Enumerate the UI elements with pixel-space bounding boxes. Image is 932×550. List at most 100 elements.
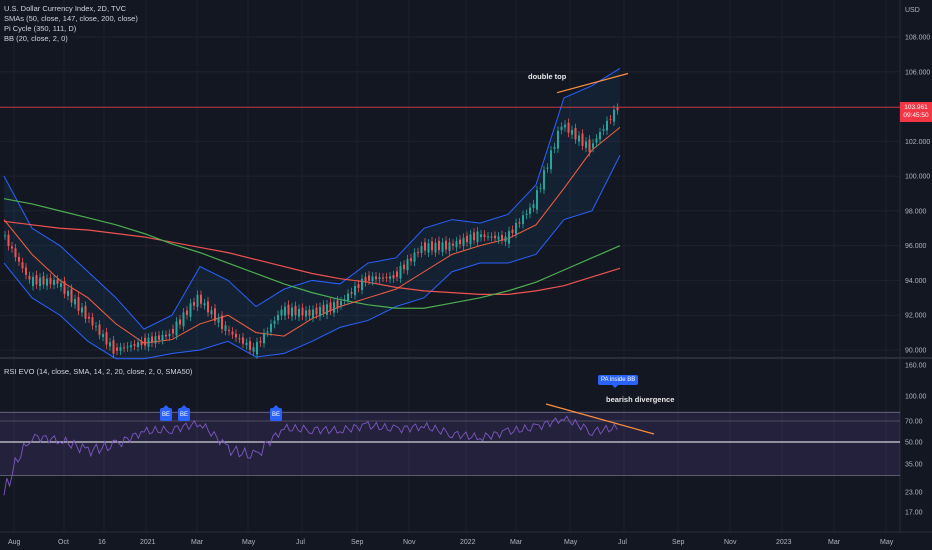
candle-body bbox=[21, 262, 24, 269]
be-badge[interactable]: BE bbox=[178, 405, 190, 421]
candle-body bbox=[539, 187, 542, 189]
be-badge[interactable]: BE bbox=[270, 405, 282, 421]
candle-body bbox=[364, 276, 367, 283]
candle-body bbox=[448, 242, 451, 251]
candle-body bbox=[574, 128, 577, 140]
candle-body bbox=[154, 336, 157, 344]
candle-body bbox=[168, 333, 171, 337]
price-axis-tick-label: 92.000 bbox=[905, 313, 927, 320]
price-axis-tick-label: 102.000 bbox=[905, 139, 930, 146]
bb-legend[interactable]: BB (20, close, 2, 0) bbox=[4, 34, 68, 43]
candle-body bbox=[431, 241, 433, 251]
candle-body bbox=[392, 275, 395, 279]
candle-body bbox=[378, 277, 381, 280]
time-axis-tick-label: 2021 bbox=[140, 539, 156, 546]
candle-body bbox=[126, 346, 129, 348]
double-top-trendline bbox=[556, 72, 629, 94]
candle-body bbox=[266, 331, 269, 333]
candle-body bbox=[137, 342, 139, 348]
candle-body bbox=[4, 235, 6, 237]
candle-body bbox=[427, 243, 430, 253]
currency-label: USD bbox=[905, 7, 920, 14]
candle-body bbox=[158, 335, 160, 340]
symbol-title[interactable]: U.S. Dollar Currency Index, 2D, TVC bbox=[4, 4, 126, 13]
candle-body bbox=[305, 310, 307, 317]
bar-countdown: 09:45:50 bbox=[903, 112, 929, 119]
time-axis-tick-label: Mar bbox=[510, 539, 523, 546]
candle-body bbox=[483, 234, 486, 237]
candle-body bbox=[326, 304, 328, 315]
bearish-divergence-label[interactable]: bearish divergence bbox=[606, 395, 675, 404]
rsi-axis-tick-label: 50.00 bbox=[905, 440, 923, 447]
bb-lower-line bbox=[3, 155, 621, 360]
candle-body bbox=[67, 290, 69, 296]
candle-body bbox=[179, 319, 181, 325]
candle-body bbox=[606, 120, 608, 131]
candle-body bbox=[459, 239, 461, 245]
candle-body bbox=[284, 306, 286, 316]
candle-body bbox=[7, 234, 10, 247]
time-axis-tick-label: Mar bbox=[828, 539, 841, 546]
time-axis-tick-label: Jul bbox=[618, 539, 627, 546]
time-axis-tick-label: 16 bbox=[98, 539, 106, 546]
candle-body bbox=[410, 258, 412, 262]
candle-body bbox=[462, 237, 465, 246]
candle-body bbox=[63, 281, 66, 294]
candle-body bbox=[543, 170, 545, 190]
candle-body bbox=[231, 331, 234, 335]
candle-body bbox=[441, 242, 444, 252]
candle-body bbox=[11, 246, 13, 249]
be-badge[interactable]: BE bbox=[160, 405, 172, 421]
time-axis-tick-label: Nov bbox=[724, 539, 737, 546]
rsi-axis-tick-label: 17.00 bbox=[905, 510, 923, 517]
candle-body bbox=[196, 294, 199, 307]
pi-cycle-legend[interactable]: Pi Cycle (350, 111, D) bbox=[4, 24, 77, 33]
rsi-axis-tick-label: 70.00 bbox=[905, 419, 923, 426]
candle-body bbox=[46, 278, 48, 286]
candle-body bbox=[256, 342, 258, 355]
candle-body bbox=[273, 320, 276, 324]
candle-body bbox=[578, 135, 580, 142]
candle-body bbox=[557, 130, 559, 149]
rsi-line bbox=[3, 415, 618, 496]
candle-body bbox=[476, 231, 479, 243]
candle-body bbox=[452, 243, 454, 246]
candle-body bbox=[147, 337, 150, 347]
time-axis-tick-label: Sep bbox=[672, 539, 685, 546]
candle-body bbox=[532, 204, 535, 208]
candle-body bbox=[599, 132, 601, 140]
sma147-line bbox=[3, 198, 621, 309]
pa-inside-bb-badge[interactable]: PA inside BB bbox=[598, 375, 639, 388]
price-axis-tick-label: 100.000 bbox=[905, 174, 930, 181]
candle-body bbox=[487, 236, 489, 238]
candle-body bbox=[333, 302, 335, 313]
candle-body bbox=[189, 303, 192, 317]
candle-body bbox=[123, 347, 125, 349]
candle-body bbox=[581, 133, 584, 146]
candle-body bbox=[238, 338, 241, 340]
candle-body bbox=[357, 284, 360, 289]
candle-body bbox=[424, 242, 426, 251]
candles-group bbox=[4, 103, 619, 359]
candle-body bbox=[151, 336, 153, 343]
candle-body bbox=[550, 150, 552, 170]
rsi-axis-tick-label: 160.00 bbox=[905, 363, 927, 370]
candle-body bbox=[91, 317, 94, 326]
candle-body bbox=[81, 307, 83, 313]
candle-body bbox=[501, 235, 503, 241]
candle-body bbox=[595, 138, 598, 143]
candle-body bbox=[368, 275, 370, 281]
candle-body bbox=[88, 316, 90, 319]
double-top-label[interactable]: double top bbox=[528, 72, 567, 81]
candle-body bbox=[340, 301, 342, 306]
candle-body bbox=[525, 213, 528, 216]
sma-legend[interactable]: SMAs (50, close, 147, close, 200, close) bbox=[4, 14, 138, 23]
candle-body bbox=[473, 232, 475, 241]
candle-body bbox=[224, 325, 227, 331]
candle-body bbox=[343, 299, 346, 301]
rsi-legend[interactable]: RSI EVO (14, close, SMA, 14, 2, 20, clos… bbox=[4, 367, 193, 376]
candle-body bbox=[242, 337, 244, 344]
candle-body bbox=[518, 222, 521, 224]
candle-body bbox=[56, 279, 59, 284]
